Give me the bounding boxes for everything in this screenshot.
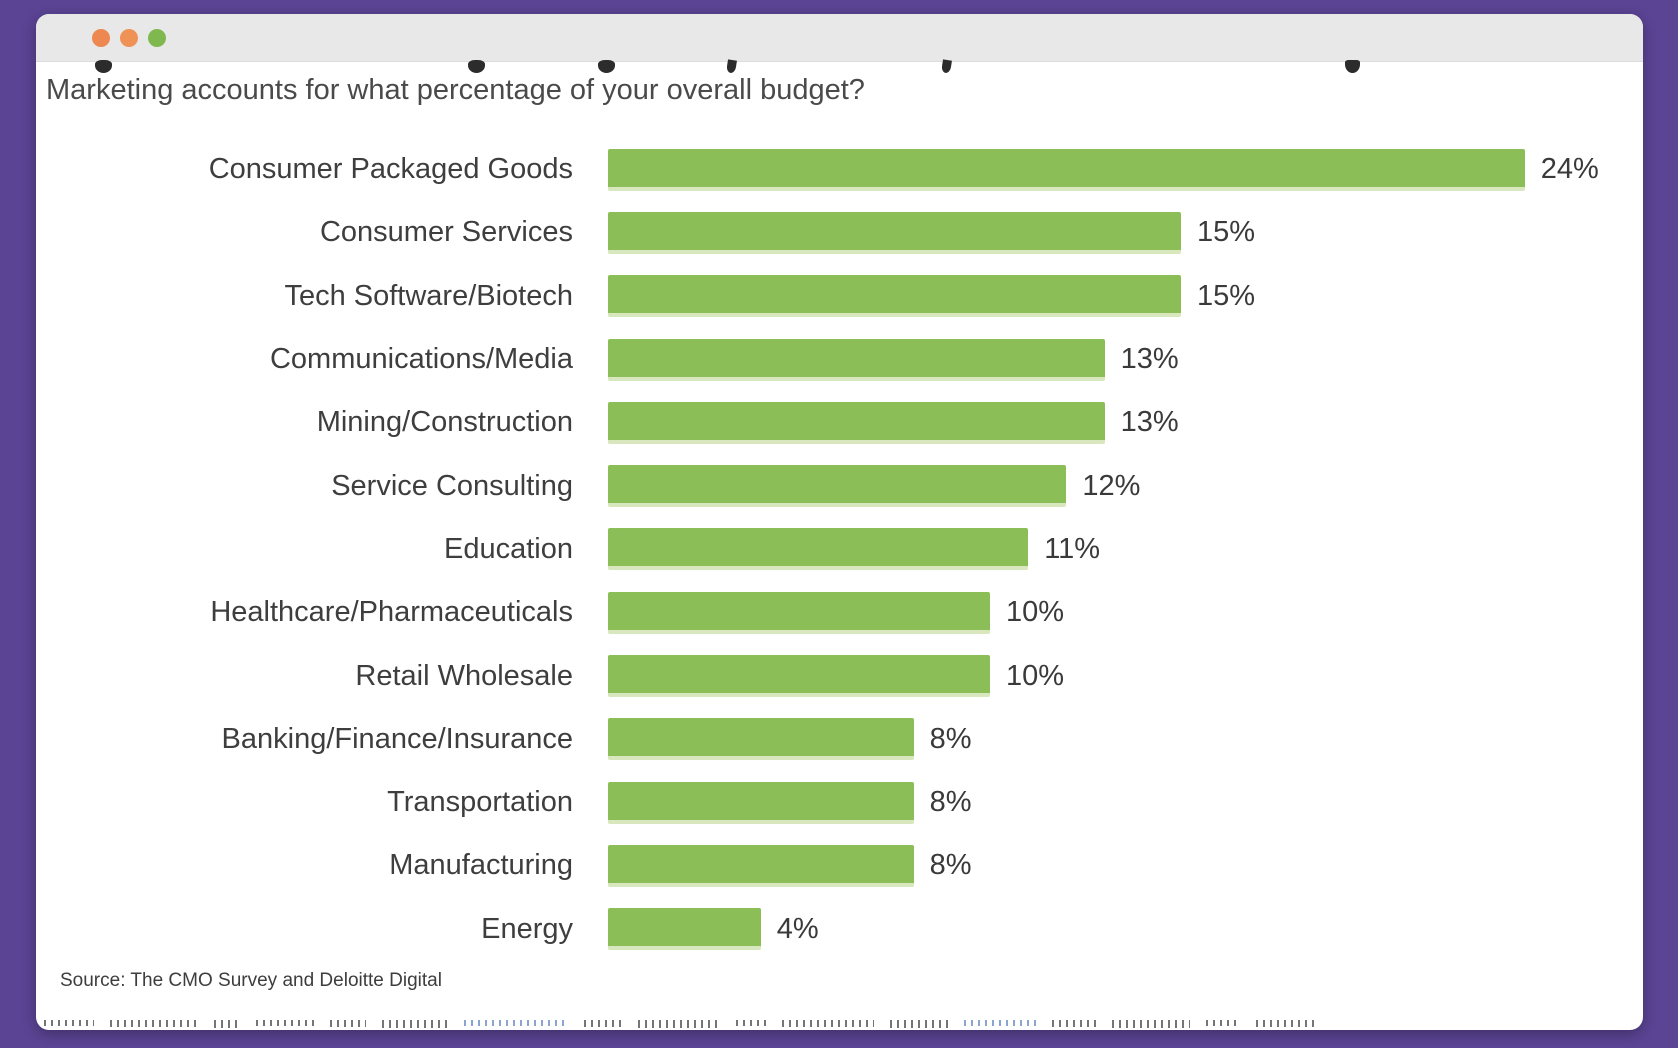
category-label: Communications/Media bbox=[269, 343, 573, 376]
bar bbox=[608, 908, 761, 951]
category-label: Service Consulting bbox=[331, 469, 573, 502]
category-label: Transportation bbox=[387, 786, 573, 819]
chart-row: Manufacturing 8% bbox=[36, 834, 1643, 897]
chart-row: Energy 4% bbox=[36, 898, 1643, 961]
app-window: Marketing accounts for what percentage o… bbox=[36, 14, 1643, 1030]
chart-row: Mining/Construction 13% bbox=[36, 391, 1643, 454]
bar bbox=[608, 655, 990, 698]
clipped-heading-fragments bbox=[36, 59, 1643, 74]
window-titlebar bbox=[36, 14, 1643, 62]
chart-row: Retail Wholesale 10% bbox=[36, 644, 1643, 707]
chart-row: Banking/Finance/Insurance 8% bbox=[36, 708, 1643, 771]
category-label: Mining/Construction bbox=[316, 406, 573, 439]
value-label: 10% bbox=[1006, 659, 1065, 692]
value-label: 4% bbox=[776, 912, 819, 945]
chart-row: Service Consulting 12% bbox=[36, 454, 1643, 517]
category-label: Banking/Finance/Insurance bbox=[221, 722, 573, 755]
bar bbox=[608, 401, 1105, 444]
chart-row: Consumer Packaged Goods 24% bbox=[36, 138, 1643, 201]
category-label: Healthcare/Pharmaceuticals bbox=[210, 596, 573, 629]
value-label: 8% bbox=[929, 786, 972, 819]
bar bbox=[608, 781, 914, 824]
category-label: Tech Software/Biotech bbox=[284, 279, 573, 312]
value-label: 15% bbox=[1197, 279, 1256, 312]
category-label: Manufacturing bbox=[389, 849, 573, 882]
value-label: 24% bbox=[1540, 153, 1599, 186]
bar bbox=[608, 718, 914, 761]
chart-row: Tech Software/Biotech 15% bbox=[36, 265, 1643, 328]
chart-row: Communications/Media 13% bbox=[36, 328, 1643, 391]
value-label: 13% bbox=[1120, 343, 1179, 376]
bar bbox=[608, 148, 1525, 191]
bar-chart: Consumer Packaged Goods 24% Consumer Servi… bbox=[36, 138, 1643, 961]
window-close-button[interactable] bbox=[92, 28, 110, 47]
chart-row: Education 11% bbox=[36, 518, 1643, 581]
bar bbox=[608, 338, 1105, 381]
category-label: Retail Wholesale bbox=[355, 659, 573, 692]
bar bbox=[608, 591, 990, 634]
source-note: Source: The CMO Survey and Deloitte Digi… bbox=[60, 970, 442, 991]
chart-row: Consumer Services 15% bbox=[36, 201, 1643, 264]
category-label: Education bbox=[444, 532, 573, 565]
window-minimize-button[interactable] bbox=[120, 28, 138, 47]
bar bbox=[608, 844, 914, 887]
chart-row: Transportation 8% bbox=[36, 771, 1643, 834]
window-zoom-button[interactable] bbox=[148, 28, 166, 47]
category-label: Energy bbox=[481, 912, 573, 945]
clipped-text-line bbox=[44, 1020, 1499, 1030]
value-label: 8% bbox=[929, 849, 972, 882]
category-label: Consumer Packaged Goods bbox=[208, 153, 573, 186]
value-label: 13% bbox=[1120, 406, 1179, 439]
chart-row: Healthcare/Pharmaceuticals 10% bbox=[36, 581, 1643, 644]
value-label: 10% bbox=[1006, 596, 1065, 629]
bar bbox=[608, 211, 1181, 254]
value-label: 15% bbox=[1197, 216, 1256, 249]
bar bbox=[608, 465, 1067, 508]
value-label: 12% bbox=[1082, 469, 1141, 502]
value-label: 11% bbox=[1044, 532, 1101, 565]
value-label: 8% bbox=[929, 722, 972, 755]
chart-question: Marketing accounts for what percentage o… bbox=[46, 74, 865, 106]
category-label: Consumer Services bbox=[319, 216, 573, 249]
bar bbox=[608, 275, 1181, 318]
bar bbox=[608, 528, 1029, 571]
